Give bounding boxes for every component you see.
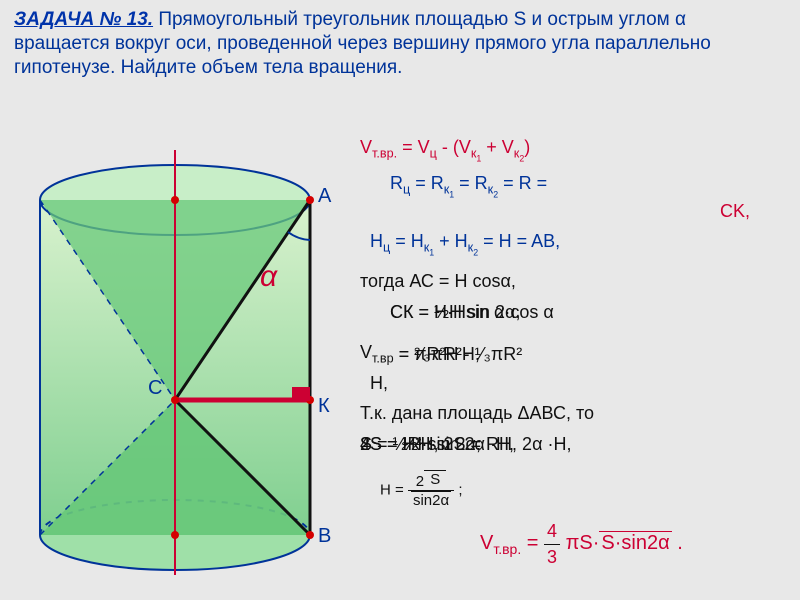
dot-B <box>306 531 314 539</box>
dot-C <box>171 396 179 404</box>
slide: ЗАДАЧА № 13. Прямоугольный треугольник п… <box>0 0 800 600</box>
formula-R-ck: CK, <box>360 199 790 223</box>
formula-S: S = ½RH, 2S = RH, 2α ·H, 4S = H²·sin 2α,… <box>360 432 790 460</box>
task-title: ЗАДАЧА № 13. Прямоугольный треугольник п… <box>14 8 786 79</box>
formula-R: Rц = Rк1 = Rк2 = R = <box>390 171 790 201</box>
formula-Hval: H = 2 S sin2α ; <box>380 470 790 512</box>
diagram-svg <box>10 145 340 585</box>
right-angle-marker <box>292 387 310 401</box>
dot-top-center <box>171 196 179 204</box>
label-A: А <box>318 185 331 208</box>
label-C: С <box>148 377 162 400</box>
formula-AC: тогда АС = Н cosα, <box>360 269 790 293</box>
formula-area-note: Т.к. дана площадь ΔАВС, то <box>360 401 790 425</box>
diagram: А В С К α <box>10 145 340 585</box>
formula-volume-decomp: Vт.вр. = Vц - (Vк1 + Vк2) <box>360 135 790 165</box>
label-alpha: α <box>260 260 277 294</box>
formula-answer: Vт.вр. = 4 3 πS·S·sin2α . <box>480 519 790 569</box>
formula-Vtvr: Vт.вр = πR²H - ¹⁄₃πR² = ²⁄₃πR²H, <box>360 340 790 368</box>
dot-bot-center <box>171 531 179 539</box>
formula-H: Hц = Hк1 + Hк2 = H = AB, <box>370 229 790 259</box>
formula-Vtvr-tail: H, <box>370 371 790 395</box>
task-number: ЗАДАЧА № 13. <box>14 9 153 30</box>
dot-A <box>306 196 314 204</box>
formula-CK: СК = Н·Нsin α·cos α СК = ½Н sin 2α, <box>390 300 790 326</box>
label-B: В <box>318 525 331 548</box>
formula-column: Vт.вр. = Vц - (Vк1 + Vк2) Rц = Rк1 = Rк2… <box>360 135 790 575</box>
label-K: К <box>318 395 330 418</box>
